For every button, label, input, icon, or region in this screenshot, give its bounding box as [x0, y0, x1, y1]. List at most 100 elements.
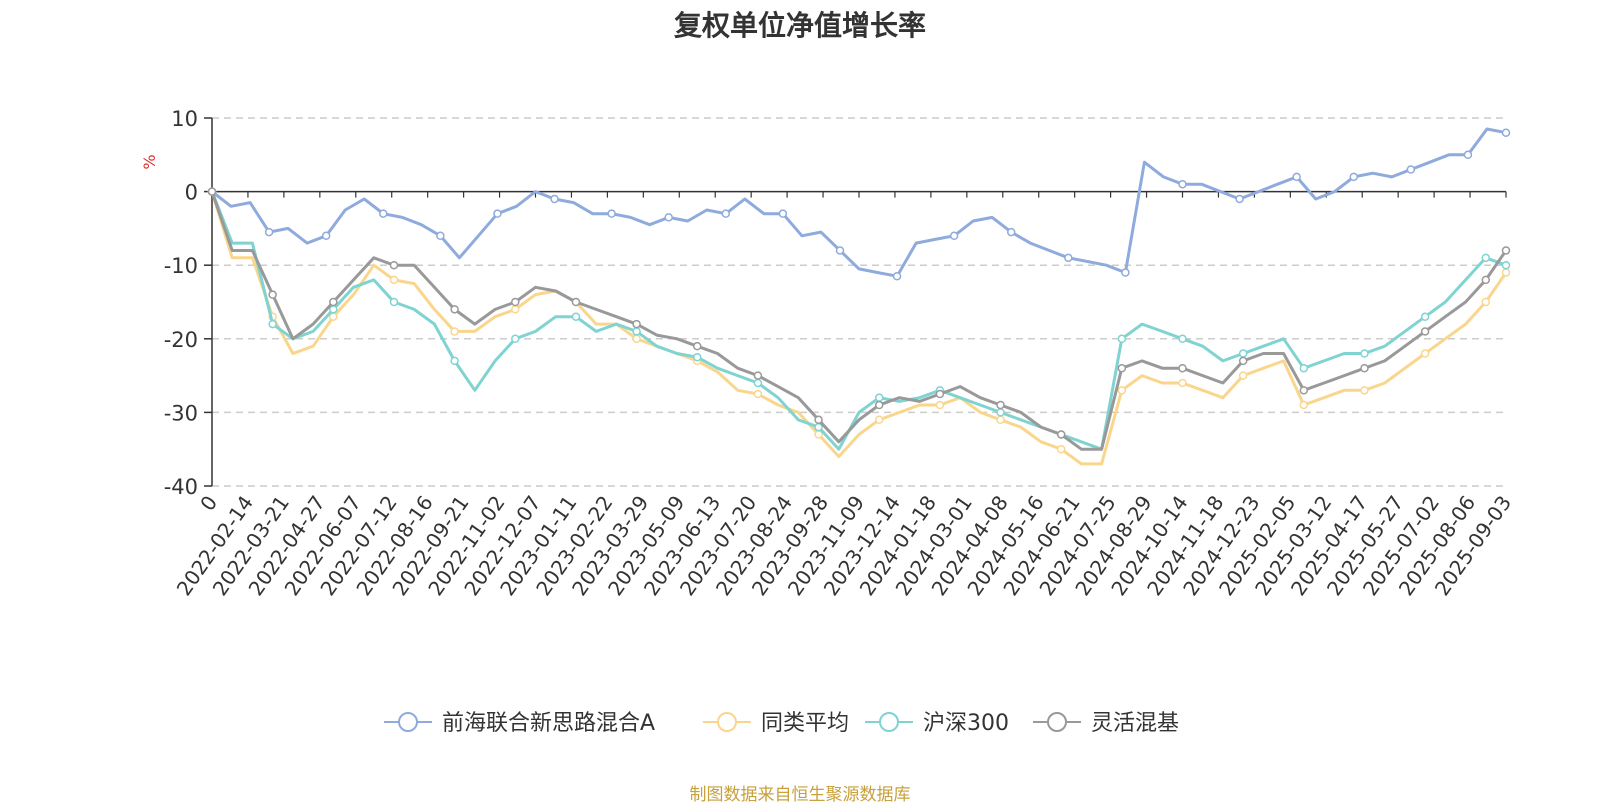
data-point: [1117, 334, 1127, 344]
data-point: [1406, 165, 1416, 174]
data-point: [949, 231, 959, 241]
legend-label: 灵活混基: [1091, 711, 1179, 736]
data-point: [874, 393, 884, 402]
data-point: [1238, 356, 1248, 366]
data-point: [664, 213, 673, 222]
data-point: [1292, 172, 1301, 182]
legend-label: 同类平均: [761, 711, 849, 736]
source-note: 制图数据来自恒生聚源数据库: [689, 785, 911, 805]
legend-marker: [717, 712, 737, 732]
data-point: [721, 209, 731, 218]
data-point: [1235, 194, 1244, 204]
data-point: [1501, 268, 1511, 277]
data-point: [814, 415, 823, 425]
x-tick-label: 0: [195, 491, 222, 515]
data-point: [1117, 363, 1127, 373]
data-point: [1056, 430, 1066, 439]
data-point: [996, 415, 1005, 425]
data-point: [1481, 297, 1491, 307]
series-line: [210, 191, 1508, 451]
grid-lines: [212, 117, 1506, 487]
data-point: [1299, 386, 1309, 395]
data-point: [1420, 327, 1430, 336]
data-point: [935, 389, 945, 399]
data-point: [996, 400, 1005, 410]
data-point: [874, 400, 884, 410]
data-point: [1360, 363, 1369, 373]
data-point: [814, 430, 823, 439]
data-point: [874, 415, 884, 425]
data-point: [996, 408, 1005, 417]
data-point: [1064, 253, 1073, 263]
data-point: [389, 260, 399, 270]
data-point: [571, 312, 581, 321]
data-point: [1420, 312, 1430, 321]
data-point: [753, 378, 763, 388]
chart-title: 复权单位净值增长率: [673, 9, 926, 42]
data-point: [814, 422, 823, 432]
data-point: [450, 356, 459, 366]
data-point: [1178, 378, 1187, 388]
data-point: [389, 297, 399, 307]
legend-marker: [879, 712, 899, 732]
data-point: [1501, 246, 1511, 255]
data-point: [1006, 227, 1016, 237]
series-line: [211, 127, 1507, 278]
series-3: [207, 187, 1511, 451]
data-point: [632, 327, 641, 336]
data-point: [1481, 253, 1491, 263]
data-point: [1117, 386, 1127, 395]
data-point: [1349, 172, 1359, 182]
data-point: [379, 209, 388, 218]
series-1: [207, 187, 1511, 466]
data-point: [1178, 179, 1187, 189]
data-point: [1501, 260, 1511, 270]
data-point: [1238, 371, 1248, 380]
y-tick-label: -40: [164, 475, 198, 499]
data-point: [511, 297, 520, 307]
legend-item-3[interactable]: 灵活混基: [1033, 711, 1179, 736]
data-point: [1178, 334, 1187, 344]
data-point: [329, 305, 338, 314]
data-point: [753, 389, 763, 399]
data-point: [389, 275, 399, 285]
y-tick-label: 0: [185, 181, 198, 205]
series-2: [207, 187, 1511, 451]
data-point: [207, 187, 217, 196]
data-point: [329, 297, 338, 307]
legend-item-2[interactable]: 沪深300: [865, 711, 1009, 736]
data-point: [1299, 400, 1309, 410]
data-point: [632, 334, 641, 344]
data-point: [1360, 349, 1369, 358]
legend-marker: [1047, 712, 1067, 732]
legend[interactable]: 前海联合新思路混合A 同类平均 沪深300 灵活混基: [384, 711, 1179, 736]
series-line: [210, 191, 1507, 451]
data-point: [1178, 363, 1187, 373]
series-0: [207, 127, 1511, 281]
legend-item-0[interactable]: 前海联合新思路混合A: [384, 711, 655, 736]
data-point: [450, 305, 459, 314]
data-point: [1056, 444, 1066, 454]
legend-item-1[interactable]: 同类平均: [703, 711, 849, 736]
axes: 100-10-20-30-4002022-02-142022-03-212022…: [164, 107, 1516, 600]
data-point: [1501, 128, 1511, 137]
series-line: [210, 191, 1508, 466]
data-point: [264, 227, 274, 237]
data-point: [511, 334, 520, 344]
data-point: [835, 246, 845, 255]
data-point: [1299, 363, 1309, 373]
series-lines: [207, 127, 1511, 466]
y-tick-label: 10: [171, 107, 198, 131]
data-point: [607, 209, 616, 218]
data-point: [753, 371, 763, 380]
data-point: [693, 341, 702, 351]
data-point: [493, 209, 502, 218]
data-point: [450, 327, 459, 336]
data-point: [1420, 349, 1430, 358]
data-point: [632, 319, 641, 329]
data-point: [1463, 150, 1473, 160]
data-point: [268, 290, 277, 299]
legend-marker: [398, 712, 418, 732]
